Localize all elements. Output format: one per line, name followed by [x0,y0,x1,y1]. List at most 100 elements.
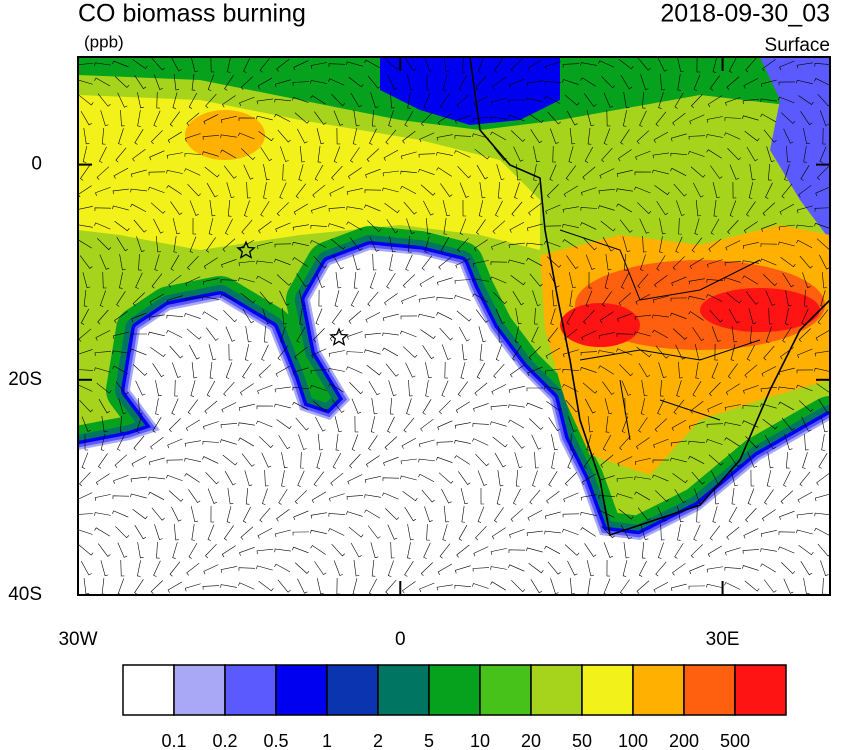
wind-barb [351,398,362,414]
wind-barb [580,494,597,501]
wind-barb [312,400,328,412]
wind-barb [148,457,165,466]
wind-barb [696,57,701,73]
wind-barb [240,292,256,304]
wind-barb [672,473,688,484]
wind-barb [511,201,523,217]
wind-barb [299,146,306,163]
wind-barb [780,112,796,124]
clean-ocean [78,226,830,595]
wind-barb [407,74,414,91]
wind-barb [426,523,430,541]
wind-barb [389,236,396,253]
wind-barb [310,205,327,214]
wind-barb [588,271,593,289]
wind-barb [132,364,148,376]
wind-barb [454,279,472,284]
wind-barb [634,331,651,337]
wind-barb [569,290,574,307]
wind-barb [472,278,489,282]
wind-barb [257,528,273,539]
wind-barb [510,58,524,73]
wind-barb [330,472,344,486]
wind-barb [260,201,270,217]
wind-barb [598,365,614,375]
wind-barb [220,149,237,159]
wind-barb [587,416,594,433]
wind-barb [526,80,543,87]
wind-barb [205,93,217,109]
wind-barb [437,420,453,431]
wind-barb [652,152,669,159]
wind-barb [634,171,652,176]
wind-barb [313,255,327,269]
wind-barb [531,326,539,343]
wind-barb [264,325,268,343]
wind-barb [97,93,111,107]
wind-barb [546,184,559,199]
wind-barb [423,542,431,559]
wind-barb [206,380,216,397]
wind-barb [652,474,669,482]
wind-barb [603,542,613,558]
wind-barb [534,307,538,325]
wind-barb [762,202,776,216]
wind-barb [778,386,795,391]
colorbar-label: 0.1 [161,731,186,750]
wind-barb [562,383,579,392]
wind-barb [764,434,776,450]
wind-barb [655,111,667,127]
wind-barb [310,80,327,84]
wind-barb [274,529,291,538]
wind-barb [257,384,273,394]
wind-barb [99,146,107,163]
wind-barb [583,453,595,469]
wind-barb [99,290,106,307]
wind-barb [562,206,579,213]
wind-barb [624,397,629,415]
wind-barb [706,423,724,428]
wind-barb [514,452,523,469]
wind-barb [436,584,453,591]
wind-barb [690,400,704,414]
wind-barb [96,166,110,180]
wind-barb [280,326,286,343]
x-tick-label: 30E [706,629,740,650]
wind-barb [620,129,630,145]
wind-barb [652,329,669,339]
wind-barb [264,469,269,487]
wind-barb [742,549,760,554]
wind-barb [616,493,633,499]
wind-barb [640,524,649,541]
wind-barb [364,332,381,339]
wind-barb [275,365,291,377]
wind-barb [580,527,596,537]
wind-barb [244,344,249,361]
wind-barb [814,493,830,502]
wind-barb [566,255,579,269]
colorbar-box [581,664,634,716]
wind-barb [263,164,270,181]
wind-barb [796,224,813,229]
wind-barb [203,564,219,575]
wind-barb [814,207,830,212]
colorbar-label: 200 [669,731,699,750]
wind-barb [545,204,561,215]
wind-barb [310,529,327,535]
wind-barb [475,75,487,91]
wind-barb [83,290,88,307]
wind-barb [350,147,360,163]
wind-barb [94,350,111,356]
wind-barb [112,188,129,195]
wind-barb [706,149,722,159]
wind-barb [821,416,828,433]
wind-barb [298,164,304,181]
wind-barb [209,200,216,217]
wind-barb [760,403,777,409]
wind-barb [151,57,165,71]
wind-barb [802,452,808,469]
wind-barb [635,437,650,450]
wind-barb [796,512,813,519]
wind-barb [238,437,255,447]
wind-barb [678,361,683,379]
